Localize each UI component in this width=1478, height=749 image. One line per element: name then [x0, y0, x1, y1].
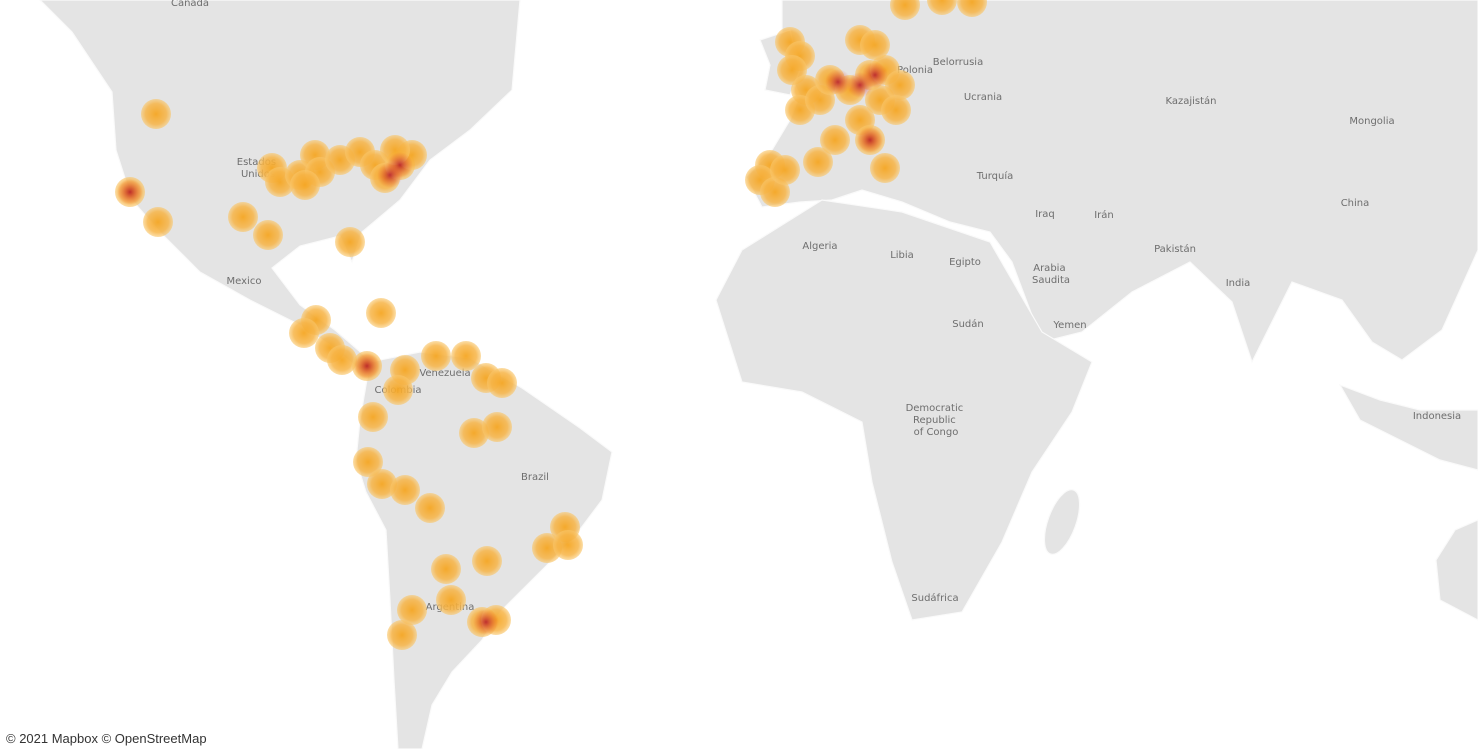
heat-spot — [957, 0, 987, 17]
heat-core — [117, 179, 143, 205]
country-label: Polonia — [897, 65, 933, 76]
heat-spot — [803, 147, 833, 177]
heat-spot — [366, 298, 396, 328]
heat-spot — [927, 0, 957, 15]
heat-core — [473, 609, 499, 635]
heat-spot — [870, 153, 900, 183]
heat-spot — [482, 412, 512, 442]
heat-spot — [415, 493, 445, 523]
country-label: India — [1226, 278, 1251, 289]
country-label: Iraq — [1035, 209, 1055, 220]
country-label: Turquía — [976, 170, 1013, 182]
country-label: Canada — [171, 0, 209, 9]
heat-spot — [553, 530, 583, 560]
heat-spot — [885, 70, 915, 100]
country-label: Pakistán — [1154, 243, 1196, 255]
heat-spot — [289, 318, 319, 348]
heat-spot — [387, 620, 417, 650]
heat-spot — [890, 0, 920, 20]
country-label: Libia — [890, 250, 914, 261]
country-label: Mongolia — [1349, 116, 1394, 127]
heat-spot — [860, 30, 890, 60]
heat-spot — [881, 95, 911, 125]
madagascar — [1043, 489, 1081, 555]
australia — [1435, 519, 1478, 621]
country-label: Kazajistán — [1165, 95, 1216, 107]
heat-spot — [431, 554, 461, 584]
heat-spot — [820, 125, 850, 155]
heat-core — [377, 162, 403, 188]
country-label: Venezuela — [419, 368, 470, 379]
heat-spot — [141, 99, 171, 129]
country-label: Indonesia — [1413, 411, 1461, 422]
africa — [715, 199, 1093, 621]
heat-spot — [390, 475, 420, 505]
indonesia — [1338, 383, 1478, 471]
country-label: Belorrusia — [933, 57, 983, 68]
country-label: Egipto — [949, 257, 981, 268]
heat-spot — [770, 155, 800, 185]
heat-spot — [228, 202, 258, 232]
country-label: Yemen — [1052, 320, 1086, 331]
country-label: Sudán — [952, 318, 984, 330]
heat-spot — [436, 585, 466, 615]
heat-spot — [397, 595, 427, 625]
country-label: Democratic Republic of Congo — [906, 403, 967, 438]
country-label: Irán — [1094, 209, 1114, 221]
country-label: Mexico — [227, 276, 262, 287]
attribution: © 2021 Mapbox © OpenStreetMap — [6, 731, 207, 746]
heat-spot — [487, 368, 517, 398]
heat-spot — [358, 402, 388, 432]
heat-spot — [459, 418, 489, 448]
heat-spot — [367, 469, 397, 499]
heat-core — [857, 127, 883, 153]
country-label: Estados Unidos — [237, 157, 279, 180]
heat-core — [354, 353, 380, 379]
country-label: Algeria — [802, 241, 837, 252]
country-label: Brazil — [521, 472, 549, 483]
country-label: Arabia Saudita — [1032, 263, 1070, 286]
country-label: Ucrania — [964, 92, 1002, 103]
heat-spot — [253, 220, 283, 250]
heat-core — [862, 62, 888, 88]
heat-spot — [353, 447, 383, 477]
heat-spot — [143, 207, 173, 237]
heat-spot — [421, 341, 451, 371]
heat-spot — [327, 345, 357, 375]
heat-spot — [335, 227, 365, 257]
heat-spot — [451, 341, 481, 371]
heat-core — [825, 69, 851, 95]
country-label: China — [1341, 198, 1370, 209]
heat-spot — [290, 170, 320, 200]
heat-spot — [383, 375, 413, 405]
heat-spot — [472, 546, 502, 576]
heatmap — [115, 0, 987, 650]
country-label: Sudáfrica — [911, 592, 958, 604]
